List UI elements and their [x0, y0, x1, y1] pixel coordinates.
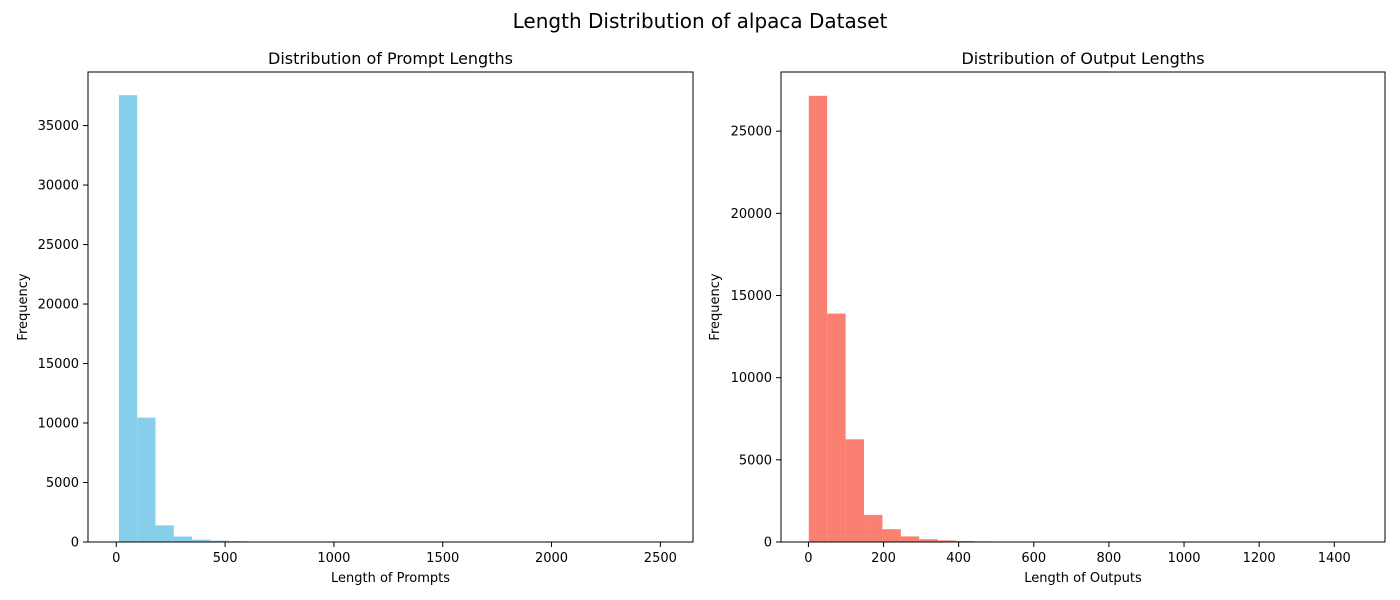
output-histogram-bar: [827, 313, 846, 542]
prompt-histogram-y-tick-label: 5000: [46, 476, 79, 491]
prompt-histogram-plot-frame: [87, 71, 694, 543]
output-histogram-y-ticks: 0 5000 10000 15000 20000 25000: [731, 125, 781, 551]
prompt-histogram-y-tick-label: 30000: [38, 179, 79, 194]
prompt-histogram-y-tick-label: 15000: [38, 357, 79, 372]
prompt-histogram-x-tick-label: 1000: [317, 551, 350, 566]
prompt-histogram-y-tick-label: 20000: [38, 298, 79, 313]
prompt-histogram-x-tick-label: 2000: [535, 551, 568, 566]
prompt-histogram-title: Distribution of Prompt Lengths: [268, 49, 513, 68]
output-histogram-bar: [919, 539, 938, 542]
output-histogram-title: Distribution of Output Lengths: [961, 49, 1204, 68]
output-histogram-x-ticks: 0 200 400 600 800 1000 1200 1400: [804, 542, 1351, 566]
prompt-histogram-y-tick-label: 0: [71, 536, 79, 551]
prompt-histogram-y-tick-label: 35000: [38, 119, 79, 134]
output-histogram-bar: [900, 536, 920, 542]
output-histogram-y-label: Frequency: [708, 273, 723, 340]
prompt-histogram-bar: [210, 540, 229, 542]
output-histogram-x-label: Length of Outputs: [1024, 571, 1142, 586]
prompt-histogram-bar: [192, 539, 211, 542]
output-histogram-y-tick-label: 10000: [731, 371, 772, 386]
output-histogram-plot-frame: [780, 71, 1386, 543]
prompt-histogram-bar: [118, 95, 138, 543]
prompt-histogram-bar: [137, 417, 156, 542]
prompt-histogram-x-tick-label: 500: [213, 551, 238, 566]
output-histogram-y-tick-label: 15000: [731, 289, 772, 304]
prompt-histogram-y-ticks: 0 5000 10000 15000 20000 25000 30000 35000: [38, 119, 88, 551]
prompt-histogram-bar: [155, 525, 174, 542]
prompt-histogram-y-label: Frequency: [16, 273, 31, 340]
output-histogram-x-tick-label: 800: [1097, 551, 1122, 566]
prompt-histogram-bars: [118, 95, 668, 543]
output-histogram-x-tick-label: 600: [1021, 551, 1046, 566]
figure-suptitle: Length Distribution of alpaca Dataset: [513, 9, 888, 33]
output-histogram-y-tick-label: 5000: [739, 453, 772, 468]
output-lengths-histogram: Distribution of Output Lengths 0 200 400 60…: [708, 49, 1386, 586]
output-histogram-bar: [808, 95, 828, 542]
output-histogram-y-tick-label: 20000: [731, 207, 772, 222]
prompt-histogram-x-tick-label: 0: [112, 551, 120, 566]
output-histogram-x-tick-label: 200: [871, 551, 896, 566]
prompt-histogram-x-tick-label: 1500: [426, 551, 459, 566]
prompt-histogram-x-ticks: 0 500 1000 1500 2000 2500: [112, 542, 677, 566]
prompt-lengths-histogram: Distribution of Prompt Lengths 0 500 1000 1…: [16, 49, 694, 586]
prompt-histogram-x-tick-label: 2500: [644, 551, 677, 566]
output-histogram-bars: [808, 95, 1361, 543]
prompt-histogram-x-label: Length of Prompts: [331, 571, 450, 586]
prompt-histogram-y-tick-label: 10000: [38, 417, 79, 432]
output-histogram-x-tick-label: 1200: [1243, 551, 1276, 566]
output-histogram-x-tick-label: 400: [946, 551, 971, 566]
output-histogram-bar: [845, 439, 865, 542]
output-histogram-bar: [937, 540, 957, 542]
output-histogram-bar: [882, 529, 901, 542]
output-histogram-x-tick-label: 1000: [1167, 551, 1200, 566]
output-histogram-x-tick-label: 1400: [1318, 551, 1351, 566]
prompt-histogram-bar: [173, 536, 193, 542]
output-histogram-bar: [864, 514, 883, 542]
output-histogram-x-tick-label: 0: [804, 551, 812, 566]
prompt-histogram-y-tick-label: 25000: [38, 238, 79, 253]
output-histogram-y-tick-label: 0: [764, 536, 772, 551]
output-histogram-y-tick-label: 25000: [731, 125, 772, 140]
